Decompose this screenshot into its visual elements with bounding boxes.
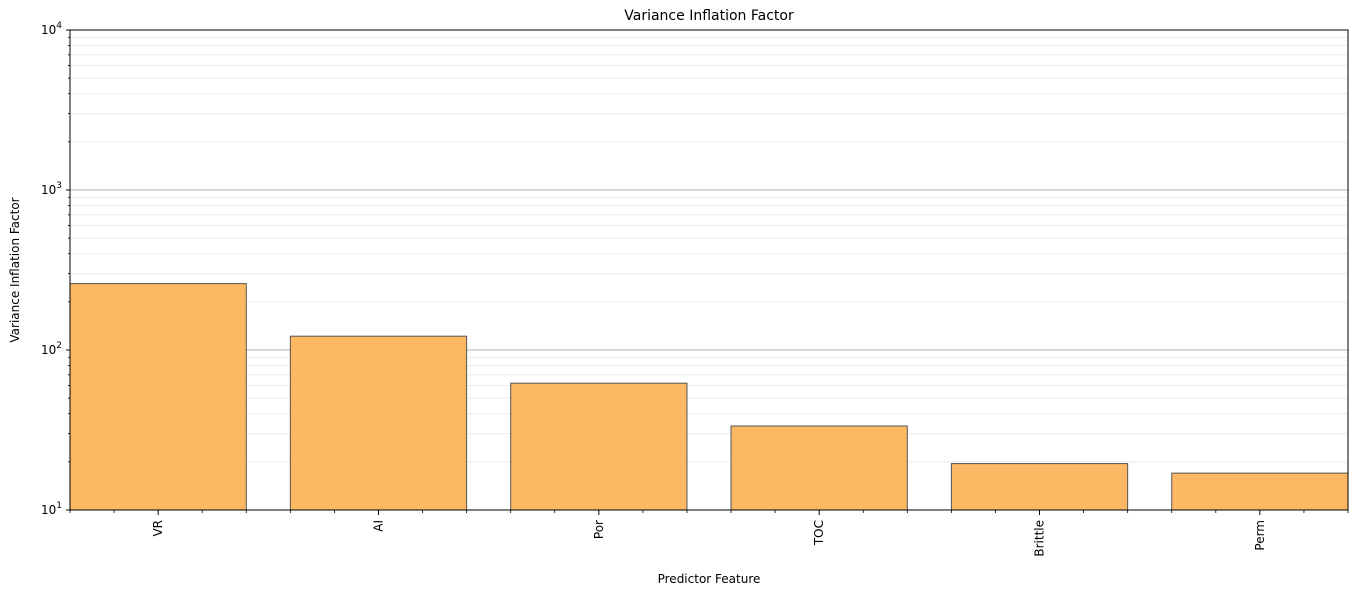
x-tick-label: AI	[371, 520, 385, 532]
bar-perm	[1171, 472, 1349, 511]
grid-lines	[70, 36, 1348, 463]
bar-brittle	[950, 463, 1129, 511]
bars	[69, 283, 1349, 511]
chart-title: Variance Inflation Factor	[624, 8, 794, 24]
x-tick-label: VR	[151, 520, 165, 537]
x-axis-label: Predictor Feature	[658, 572, 761, 586]
x-tick-label: Perm	[1253, 520, 1267, 551]
x-tick-label: TOC	[812, 520, 826, 546]
x-tick-label: Brittle	[1033, 520, 1047, 557]
bar-vr	[69, 283, 247, 511]
y-tick-label: 104	[41, 21, 62, 37]
bar-por	[510, 382, 688, 511]
y-tick-label: 102	[41, 341, 62, 357]
bar-ai	[289, 335, 468, 511]
ticks: 101 102 103 104 VR AI Por TOC Brittle Perm	[41, 21, 1349, 557]
axes	[69, 29, 1349, 511]
y-tick-label: 103	[41, 181, 62, 197]
axes-frame	[69, 29, 1349, 511]
y-tick-label: 101	[41, 501, 62, 517]
y-axis-label: Variance Inflation Factor	[8, 197, 22, 342]
x-tick-label: Por	[592, 520, 606, 539]
bar-toc	[730, 425, 908, 511]
